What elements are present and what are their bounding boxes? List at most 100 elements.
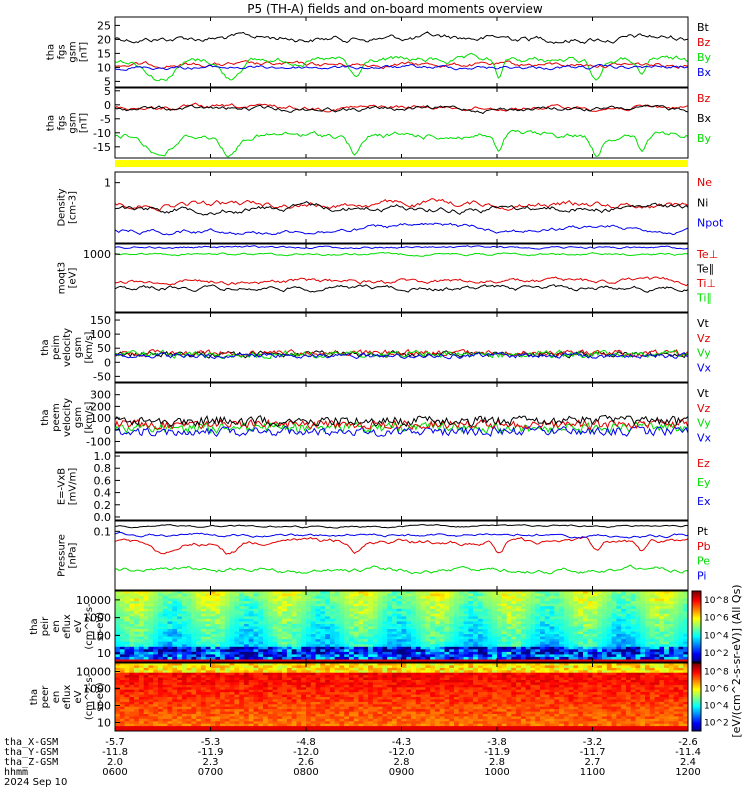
colorbar-segment [692,729,701,732]
legend-Pb: Pb [697,540,711,553]
y-axis-label-line: E=-VxB [57,468,68,505]
colorbar-segment [692,646,701,649]
colorbar-segment [692,700,701,703]
y-tick-label: 1000 [83,683,111,696]
legend-Vz: Vz [697,332,711,345]
y-tick-label: 1000 [83,248,111,261]
colorbar-segment [692,705,701,708]
legend-Vt: Vt [697,317,710,330]
y-axis-label-line: peem [51,403,62,431]
legend-Bx: Bx [697,66,712,79]
colorbar-segment [692,685,701,688]
colorbar-segment [692,712,701,715]
y-axis-label: tha fgs gsm [nT] [46,112,90,133]
y-axis-label-line: [km/s] [84,331,95,363]
ephemeris-value: -3.8 [487,737,507,748]
y-tick-label: 0.6 [94,474,112,487]
series-fgs-components-green-2 [114,129,689,158]
legend-Ey: Ey [697,476,711,489]
series-temperature-red-2 [114,276,689,287]
y-axis-label: tha peem velocity gsm [km/s] [40,398,95,437]
series-ion-velocity-green-2 [114,349,689,360]
y-tick-label: 0 [104,424,111,437]
y-axis-label-line: tha [46,44,57,60]
colorbar-segment [692,630,701,633]
series-pressure-green-3 [114,564,689,575]
series-density-blue-2 [114,222,689,236]
y-axis-label-line: eflux [62,614,73,639]
y-axis-label-line: sr-eV) [95,612,106,641]
y-tick-label: 100 [90,629,111,642]
legend-Te∥: Te∥ [696,263,714,276]
y-axis-label-line: (cm^2-s- [84,673,95,720]
colorbar-segment [692,681,701,684]
colorbar-segment [692,633,701,636]
ephemeris-value: -4.8 [296,737,316,748]
colorbar-segment [692,714,701,717]
colorbar-segment [692,649,701,652]
y-tick-label: 10000 [76,666,111,679]
colorbar-segment [692,666,701,669]
colorbar-segment [692,656,701,659]
series-temperature-black-3 [114,284,689,293]
panel-frame [114,16,689,88]
colorbar-segment [692,653,701,656]
legend-Vt: Vt [697,387,710,400]
series-density-black-1 [114,201,689,216]
legend-By: By [697,51,712,64]
legend-Vx: Vx [697,431,712,444]
panel-efield: 1.00.80.60.40.20.0 E=-VxB [mV/m] Ez Ey Ex [57,450,711,524]
colorbar-segment [692,612,701,615]
series-ion-velocity-blue-3 [114,352,689,360]
colorbar-tick-label: 10^8 [704,596,729,606]
colorbar-segment [692,676,701,679]
colorbar-segment [692,626,701,629]
y-axis-label: Density [cm-3] [57,188,79,226]
spectrogram-image [115,591,689,663]
colorbar-segment [692,715,701,718]
y-tick-label: 0 [104,99,111,112]
panel-frame [114,312,689,383]
y-axis-label: tha peer en eflux eV (cm^2-s-sr-eV) [29,673,106,720]
y-axis-label-line: peim [51,335,62,360]
y-axis-label: tha peir en eflux eV (cm^2-s-sr-eV) [29,603,106,650]
y-axis-label-line: en [51,691,62,704]
ephemeris-label: tha_X-GSM [4,737,58,748]
colorbar-segment [692,710,701,713]
legend-Ni: Ni [697,196,708,209]
ephemeris-label: tha_Y-GSM [4,747,58,758]
series-electron-velocity-black-3 [114,414,689,428]
time-axis-labels: tha_X-GSM -5.7 -5.3 -4.8 -4.3 -3.8 -3.2 -2.6 tha… [4,737,701,788]
y-axis-label-line: fgs [57,44,68,59]
colorbar-segment [692,608,701,612]
y-axis-label-line: [mV/m] [68,468,79,506]
y-tick-label: 10000 [76,594,111,607]
y-axis-label-line: [nT] [79,42,90,62]
y-axis-label-line: fgs [57,115,68,130]
colorbar-segment [692,727,701,730]
colorbar-segment [692,647,701,651]
colorbar-segment [692,719,701,722]
y-axis-label-line: [km/s] [84,401,95,433]
y-axis-label-line: en [51,620,62,633]
series-fgs-mag-black-0 [114,31,689,45]
y-axis-label-line: gsm [73,407,84,428]
colorbar-segment [692,638,701,642]
y-tick-label: 0.2 [94,499,112,512]
colorbar-segment [692,686,701,689]
y-tick-label: 0.8 [94,462,112,475]
ephemeris-value: -11.4 [675,747,701,758]
ephemeris-value: 0700 [198,767,223,778]
y-tick-label: 20 [97,33,111,46]
colorbar-segment [692,594,701,597]
ephemeris-value: -11.9 [198,747,224,758]
y-tick-label: -100 [86,435,111,448]
colorbar-segment [692,669,701,672]
ephemeris-value: -12.0 [389,747,415,758]
series-density-red-0 [114,198,689,212]
legend-Vx: Vx [697,361,712,374]
y-tick-label: -5 [100,113,111,126]
